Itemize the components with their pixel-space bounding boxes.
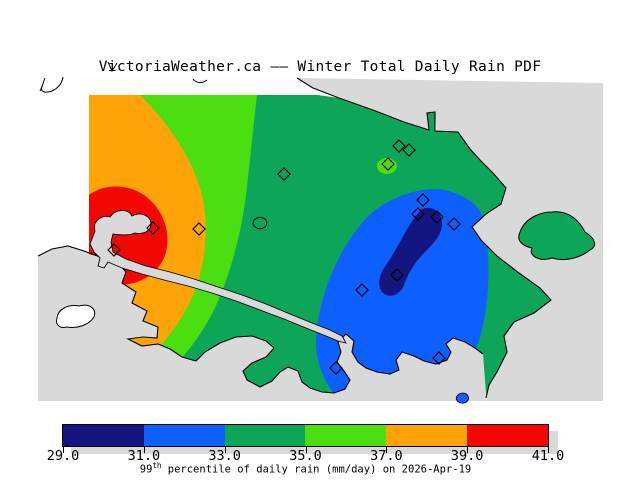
- station-marker-diamond: [381, 157, 395, 171]
- lake-outline: [252, 216, 268, 230]
- colorbar-caption: 99th percentile of daily rain (mm/day) o…: [63, 461, 548, 476]
- colorbar-segment-37-39: [386, 425, 468, 446]
- station-marker-diamond: [390, 268, 404, 282]
- coast-fragment-1: [39, 77, 46, 92]
- station-marker-diamond: [392, 139, 406, 153]
- station-markers: [107, 139, 461, 375]
- sea-southwest: [38, 246, 486, 401]
- coastline-north: [296, 77, 552, 399]
- highlight-station-halo: [377, 158, 397, 174]
- caption-text: percentile of daily rain (mm/day) on 202…: [161, 463, 472, 476]
- colorbar-tick: [63, 446, 64, 453]
- station-marker-diamond: [107, 243, 121, 257]
- colorbar-segment-31-33: [143, 425, 225, 446]
- colorbar-tick-label: 41.0: [531, 448, 565, 464]
- caption-percentile-number: 99: [139, 463, 153, 476]
- sea-northeast: [297, 78, 603, 401]
- colorbar-tick-label: 35.0: [289, 448, 322, 464]
- station-marker-diamond: [329, 361, 343, 375]
- coast-fragment-3: [192, 78, 208, 83]
- colorbar-segment-33-35: [224, 425, 306, 446]
- station-marker-diamond: [146, 221, 160, 235]
- colorbar-tick-label: 33.0: [208, 448, 241, 464]
- colorbar-tick: [143, 446, 145, 453]
- island: [518, 211, 596, 261]
- colorbar: [62, 424, 549, 447]
- colorbar-tick: [548, 446, 549, 453]
- caption-superscript: th: [152, 461, 162, 470]
- colorbar-segment-39-41: [467, 425, 548, 446]
- colorbar-segment-35-37: [305, 425, 387, 446]
- station-marker-diamond: [432, 351, 446, 365]
- station-marker-diamond: [277, 167, 291, 181]
- coast-fragment-2: [40, 76, 64, 93]
- colorbar-tick-label: 31.0: [127, 448, 161, 464]
- station-marker-diamond: [402, 143, 416, 157]
- station-marker-diamond: [411, 207, 425, 221]
- sea-island-white: [56, 304, 96, 328]
- plot-title: VictoriaWeather.ca —— Winter Total Daily…: [98, 59, 542, 75]
- band-29-31: [379, 207, 442, 296]
- station-marker-diamond: [416, 193, 430, 207]
- band-31-33: [315, 189, 489, 395]
- islet-south: [455, 392, 469, 404]
- colorbar-tick-label: 39.0: [450, 448, 484, 464]
- colorbar-tick: [467, 446, 469, 453]
- station-marker-diamond: [355, 283, 369, 297]
- station-marker-diamond: [192, 222, 206, 236]
- harbour-inlet: [89, 210, 347, 344]
- station-marker-diamond: [447, 217, 461, 231]
- colorbar-tick: [386, 446, 388, 453]
- colorbar-tick: [305, 446, 307, 453]
- colorbar-tick-label: 29.0: [46, 448, 80, 464]
- coast-fragment-4: [107, 61, 118, 73]
- colorbar-segment-29-31: [63, 425, 144, 446]
- coastline-south: [37, 245, 484, 394]
- colorbar-tick-label: 37.0: [370, 448, 403, 464]
- colorbar-tick: [224, 446, 226, 453]
- station-marker-diamond: [430, 210, 444, 224]
